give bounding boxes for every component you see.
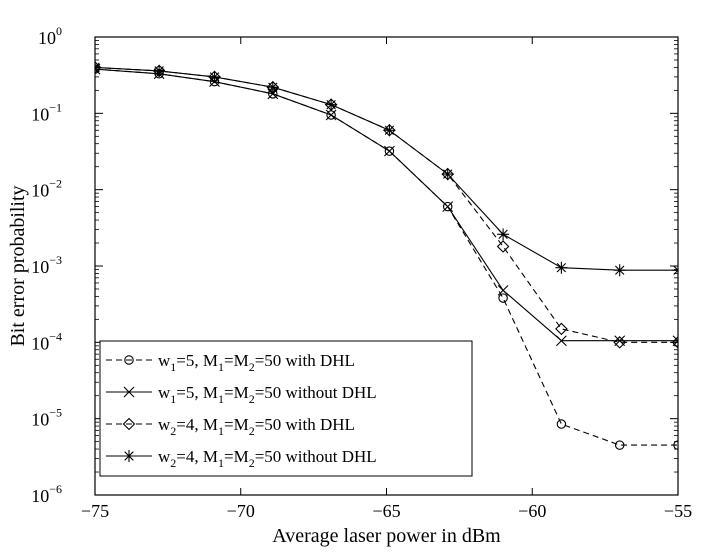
- data-point-asterisk: [497, 228, 510, 241]
- data-point-asterisk: [441, 168, 454, 181]
- data-point-diamond: [555, 322, 568, 336]
- asterisk-marker: [123, 450, 135, 462]
- y-tick-label: 10−6: [31, 482, 62, 506]
- asterisk-marker: [208, 70, 221, 83]
- y-tick-label: 10−5: [31, 406, 62, 430]
- legend-label: w2=4, M1=M2=50 with DHL: [158, 415, 355, 438]
- data-point-x: [123, 386, 135, 398]
- data-point-x: [442, 201, 454, 212]
- x-tick-label: −55: [664, 501, 692, 521]
- data-point-asterisk: [555, 261, 568, 274]
- asterisk-marker: [441, 168, 454, 181]
- x-tick-label: −70: [227, 501, 255, 521]
- y-tick-label: 10−3: [31, 253, 62, 277]
- legend-label: w2=4, M1=M2=50 without DHL: [158, 447, 377, 470]
- data-point-asterisk: [153, 64, 166, 77]
- data-point-diamond: [671, 336, 678, 349]
- data-point-asterisk: [383, 124, 396, 137]
- data-point-circle: [614, 440, 625, 450]
- data-point-asterisk: [208, 70, 221, 83]
- data-point-asterisk: [266, 81, 279, 94]
- diamond-marker: [613, 336, 626, 349]
- plot-area: [95, 61, 678, 450]
- x-marker: [384, 145, 395, 157]
- diamond-marker: [671, 336, 678, 349]
- asterisk-marker: [555, 261, 568, 274]
- asterisk-marker: [95, 61, 101, 74]
- asterisk-marker: [613, 264, 626, 277]
- legend-box: [99, 340, 473, 477]
- data-point-asterisk: [123, 450, 135, 462]
- data-point-asterisk: [613, 264, 626, 277]
- asterisk-marker: [497, 228, 510, 241]
- data-point-diamond: [95, 61, 102, 74]
- y-tick-label: 10−2: [31, 177, 62, 201]
- diamond-marker: [122, 417, 136, 431]
- data-point-diamond: [122, 417, 136, 431]
- y-axis-label: Bit error probability: [7, 185, 29, 346]
- data-point-circle: [556, 419, 567, 429]
- circle-marker: [556, 419, 567, 429]
- data-point-circle: [673, 440, 678, 450]
- data-point-x: [556, 335, 567, 347]
- legend: w1=5, M1=M2=50 with DHL w1=5, M1=M2=50 wi…: [99, 340, 473, 477]
- series-line-2: [95, 68, 678, 342]
- circle-marker: [614, 440, 625, 450]
- data-point-asterisk: [95, 61, 101, 74]
- x-marker: [123, 386, 135, 398]
- data-point-asterisk: [672, 264, 678, 277]
- asterisk-marker: [672, 264, 678, 277]
- legend-label: w1=5, M1=M2=50 with DHL: [158, 351, 355, 374]
- legend-label: w1=5, M1=M2=50 without DHL: [158, 383, 377, 406]
- data-point-x: [384, 145, 395, 157]
- circle-marker: [124, 355, 134, 365]
- y-tick-label: 100: [38, 24, 62, 48]
- circle-marker: [673, 440, 678, 450]
- diamond-marker: [95, 61, 102, 74]
- x-tick-label: −65: [372, 501, 400, 521]
- y-tick-label: 10−1: [31, 100, 62, 124]
- asterisk-marker: [383, 124, 396, 137]
- x-marker: [556, 335, 567, 347]
- diamond-marker: [496, 240, 510, 253]
- data-point-diamond: [496, 240, 510, 253]
- x-tick-label: −60: [518, 501, 546, 521]
- x-tick-label: −75: [81, 501, 109, 521]
- y-tick-label: 10−4: [31, 329, 62, 353]
- x-axis-label: Average laser power in dBm: [272, 525, 501, 547]
- circle-marker: [384, 146, 395, 156]
- data-point-circle: [498, 293, 508, 303]
- data-point-x: [325, 109, 337, 121]
- data-point-asterisk: [325, 98, 338, 111]
- circle-marker: [498, 293, 508, 303]
- x-marker: [497, 284, 509, 296]
- data-point-circle: [384, 146, 395, 156]
- data-point-circle: [124, 355, 134, 365]
- data-point-x: [497, 284, 509, 296]
- series-line-3: [95, 66, 678, 343]
- data-point-diamond: [613, 336, 626, 349]
- series-line-4: [95, 66, 678, 271]
- asterisk-marker: [153, 64, 166, 77]
- asterisk-marker: [266, 81, 279, 94]
- asterisk-marker: [325, 98, 338, 111]
- x-marker: [325, 109, 337, 121]
- x-marker: [442, 201, 454, 212]
- data-point-circle: [442, 201, 453, 212]
- circle-marker: [442, 201, 453, 212]
- diamond-marker: [555, 322, 568, 336]
